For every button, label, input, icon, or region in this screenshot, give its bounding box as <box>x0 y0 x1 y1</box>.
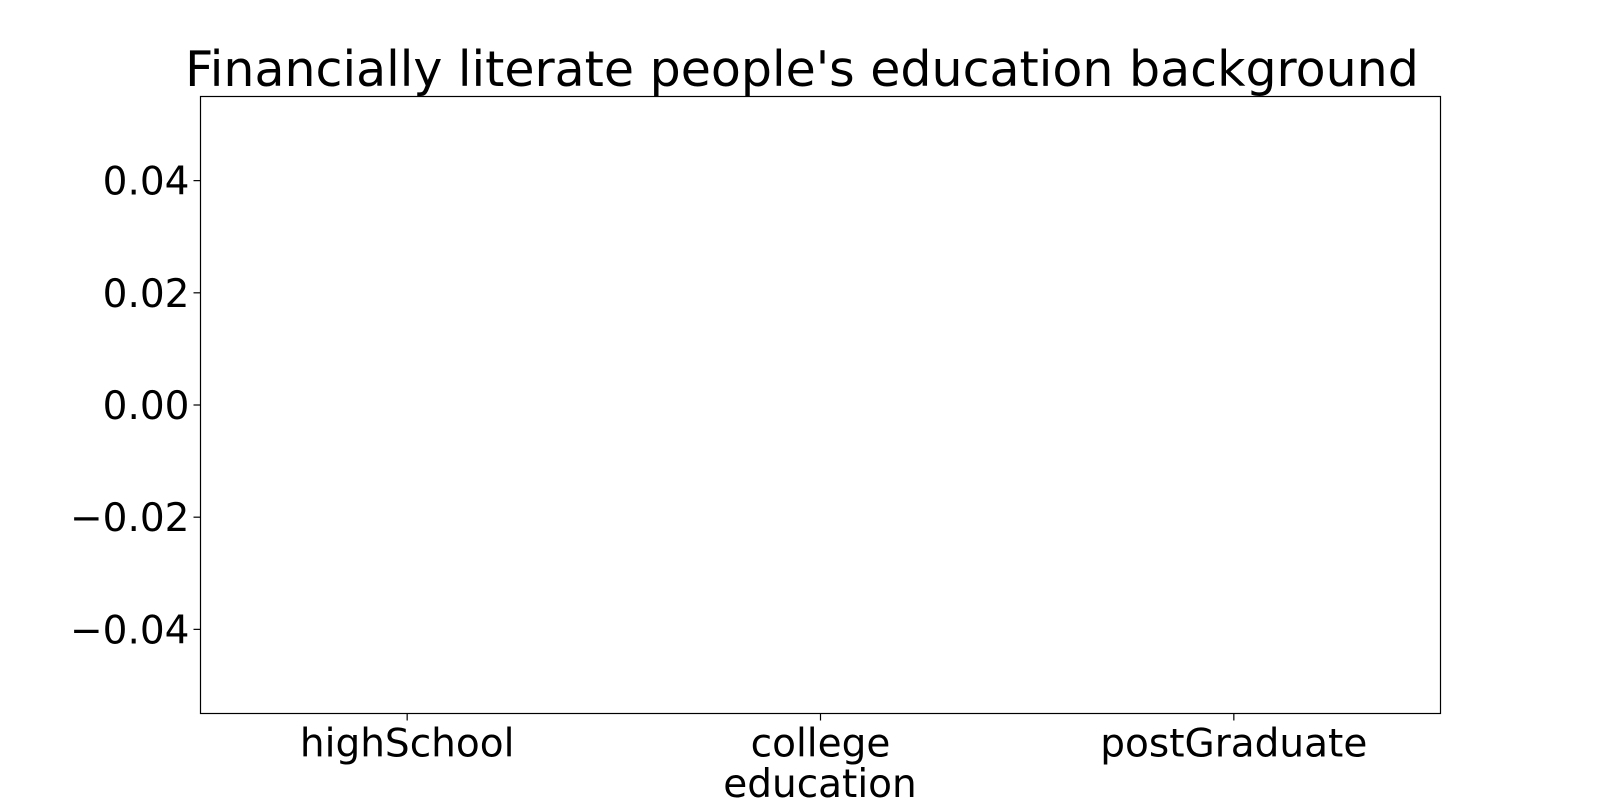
x-axis-label: education <box>723 762 917 800</box>
y-tick-label: 0.02 <box>103 272 190 317</box>
x-tick-label: highSchool <box>300 722 515 767</box>
y-axis: 0.04 0.02 0.00 −0.02 −0.04 <box>70 160 201 653</box>
x-tick-label: postGraduate <box>1100 722 1367 767</box>
plot-area <box>199 95 1442 715</box>
y-tick-label: −0.02 <box>70 496 190 541</box>
y-tick-label: 0.00 <box>103 384 190 429</box>
y-tick-label: −0.04 <box>70 608 190 653</box>
chart-title: Financially literate people's education … <box>185 41 1419 98</box>
x-axis: highSchool college postGraduate <box>300 713 1367 767</box>
y-tick-label: 0.04 <box>103 160 190 205</box>
x-tick-label: college <box>751 722 891 767</box>
